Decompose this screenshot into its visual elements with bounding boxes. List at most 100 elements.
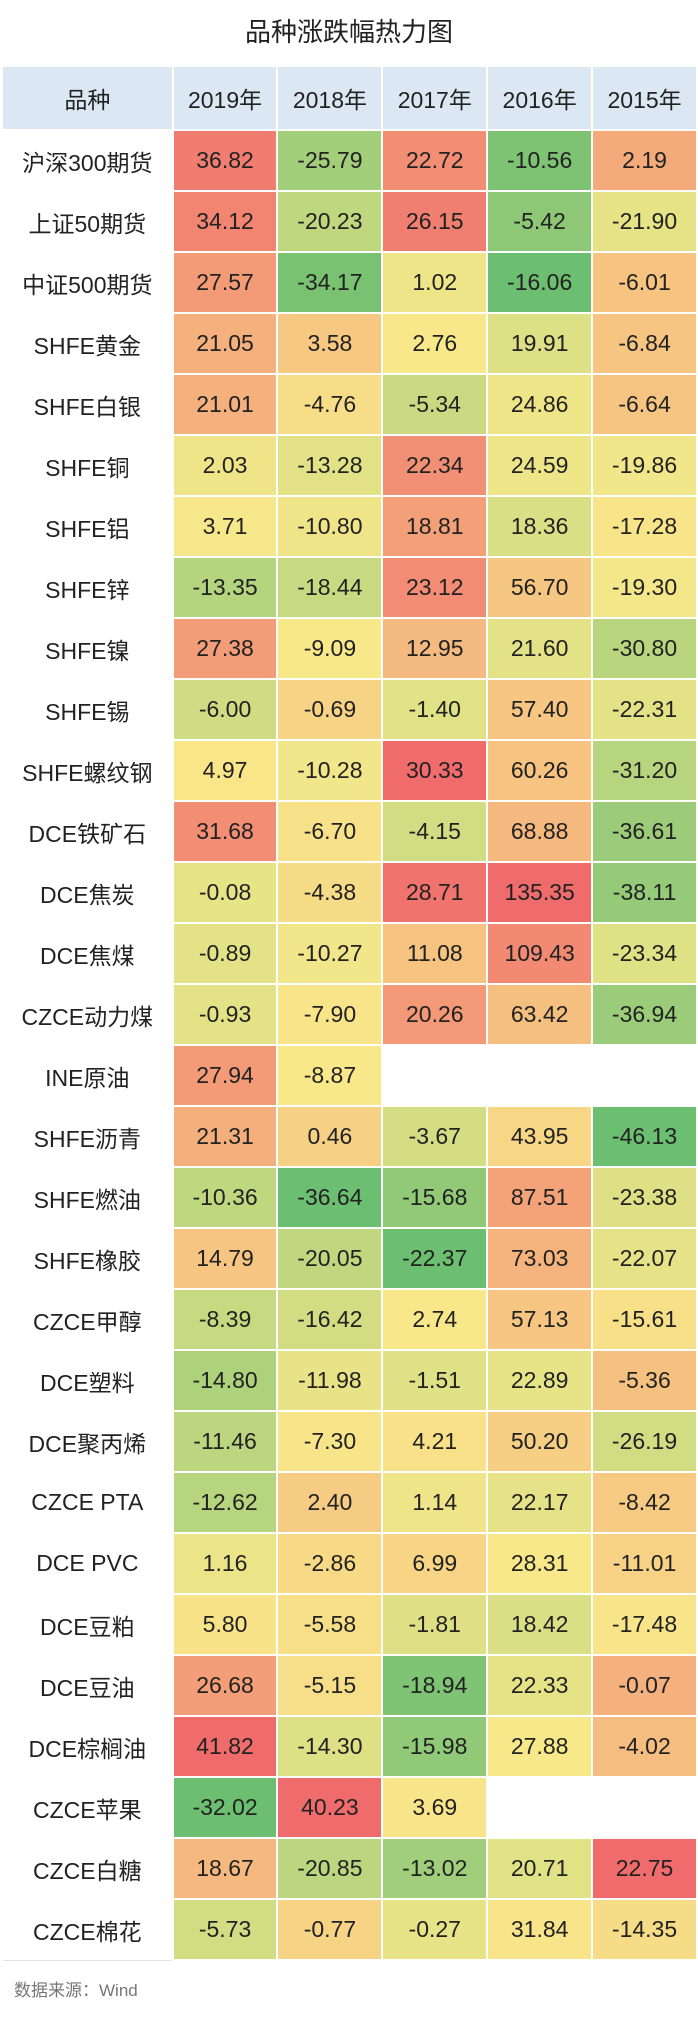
value-cell: -0.07 <box>591 1654 698 1717</box>
row: SHFE黄金 21.05 3.58 2.76 19.91 -6.84 <box>1 312 698 375</box>
row: CZCE动力煤 -0.93 -7.90 20.26 63.42 -36.94 <box>1 983 698 1046</box>
value-cell: -46.13 <box>591 1105 698 1168</box>
row: DCE塑料 -14.80 -11.98 -1.51 22.89 -5.36 <box>1 1349 698 1412</box>
value-cell: -15.98 <box>381 1715 489 1778</box>
value-cell: 20.26 <box>381 983 489 1046</box>
value-cell: -8.87 <box>276 1044 384 1107</box>
value-cell: -31.20 <box>591 739 698 802</box>
value-cell: -5.15 <box>276 1654 384 1717</box>
value-cell: 14.79 <box>171 1227 279 1290</box>
heatmap-table: 品种 2019年 2018年 2017年 2016年 2015年 沪深300期货 36.82… <box>1 65 698 1961</box>
row: DCE铁矿石 31.68 -6.70 -4.15 68.88 -36.61 <box>1 800 698 863</box>
row: CZCE苹果 -32.02 40.23 3.69 <box>1 1776 698 1839</box>
value-cell: -10.28 <box>276 739 384 802</box>
value-cell <box>591 1776 698 1839</box>
value-cell: -11.01 <box>591 1532 698 1595</box>
value-cell: 21.01 <box>171 373 279 436</box>
value-cell: -16.06 <box>486 251 594 314</box>
value-cell: 27.57 <box>171 251 279 314</box>
name-cell: SHFE黄金 <box>1 312 174 375</box>
value-cell: -11.98 <box>276 1349 384 1412</box>
row: DCE豆油 26.68 -5.15 -18.94 22.33 -0.07 <box>1 1654 698 1717</box>
header-cell: 2018年 <box>276 65 384 131</box>
name-cell: CZCE白糖 <box>1 1837 174 1900</box>
value-cell: -6.00 <box>171 678 279 741</box>
value-cell <box>381 1044 489 1107</box>
row: SHFE铜 2.03 -13.28 22.34 24.59 -19.86 <box>1 434 698 497</box>
row: SHFE燃油 -10.36 -36.64 -15.68 87.51 -23.38 <box>1 1166 698 1229</box>
value-cell: 23.12 <box>381 556 489 619</box>
name-cell: DCE塑料 <box>1 1349 174 1412</box>
value-cell: -3.67 <box>381 1105 489 1168</box>
row: CZCE白糖 18.67 -20.85 -13.02 20.71 22.75 <box>1 1837 698 1900</box>
value-cell: -8.39 <box>171 1288 279 1351</box>
value-cell: 2.19 <box>591 129 698 192</box>
value-cell: -8.42 <box>591 1471 698 1534</box>
value-cell: 68.88 <box>486 800 594 863</box>
row: 上证50期货 34.12 -20.23 26.15 -5.42 -21.90 <box>1 190 698 253</box>
value-cell: 31.68 <box>171 800 279 863</box>
value-cell: 109.43 <box>486 922 594 985</box>
value-cell: -6.70 <box>276 800 384 863</box>
row: DCE PVC 1.16 -2.86 6.99 28.31 -11.01 <box>1 1532 698 1595</box>
value-cell: 56.70 <box>486 556 594 619</box>
header-cell: 2016年 <box>486 65 594 131</box>
value-cell: 73.03 <box>486 1227 594 1290</box>
value-cell: -21.90 <box>591 190 698 253</box>
value-cell: -10.27 <box>276 922 384 985</box>
row: CZCE甲醇 -8.39 -16.42 2.74 57.13 -15.61 <box>1 1288 698 1351</box>
value-cell: -19.86 <box>591 434 698 497</box>
value-cell: -2.86 <box>276 1532 384 1595</box>
value-cell: 135.35 <box>486 861 594 924</box>
value-cell: -16.42 <box>276 1288 384 1351</box>
row: SHFE橡胶 14.79 -20.05 -22.37 73.03 -22.07 <box>1 1227 698 1290</box>
name-cell: 中证500期货 <box>1 251 174 314</box>
value-cell: -22.31 <box>591 678 698 741</box>
value-cell: -14.80 <box>171 1349 279 1412</box>
value-cell: 18.67 <box>171 1837 279 1900</box>
value-cell: -6.01 <box>591 251 698 314</box>
value-cell: 27.88 <box>486 1715 594 1778</box>
name-cell: SHFE螺纹钢 <box>1 739 174 802</box>
value-cell: 24.59 <box>486 434 594 497</box>
name-cell: CZCE苹果 <box>1 1776 174 1839</box>
value-cell: -14.30 <box>276 1715 384 1778</box>
name-cell: 沪深300期货 <box>1 129 174 192</box>
value-cell: -13.28 <box>276 434 384 497</box>
value-cell: 3.71 <box>171 495 279 558</box>
value-cell: 21.31 <box>171 1105 279 1168</box>
name-cell: DCE PVC <box>1 1532 174 1595</box>
value-cell: -17.28 <box>591 495 698 558</box>
name-cell: DCE铁矿石 <box>1 800 174 863</box>
row: DCE焦煤 -0.89 -10.27 11.08 109.43 -23.34 <box>1 922 698 985</box>
value-cell: -5.73 <box>171 1898 279 1961</box>
row: SHFE铝 3.71 -10.80 18.81 18.36 -17.28 <box>1 495 698 558</box>
value-cell: 22.33 <box>486 1654 594 1717</box>
value-cell: 2.40 <box>276 1471 384 1534</box>
value-cell: 43.95 <box>486 1105 594 1168</box>
name-cell: SHFE锡 <box>1 678 174 741</box>
value-cell: -10.56 <box>486 129 594 192</box>
value-cell: 36.82 <box>171 129 279 192</box>
value-cell: 31.84 <box>486 1898 594 1961</box>
value-cell: -20.23 <box>276 190 384 253</box>
value-cell: 22.75 <box>591 1837 698 1900</box>
value-cell: 3.69 <box>381 1776 489 1839</box>
value-cell: -5.58 <box>276 1593 384 1656</box>
value-cell: -32.02 <box>171 1776 279 1839</box>
value-cell: 5.80 <box>171 1593 279 1656</box>
title: 品种涨跌幅热力图 <box>244 17 453 47</box>
value-cell: -9.09 <box>276 617 384 680</box>
value-cell: -5.42 <box>486 190 594 253</box>
name-cell: SHFE橡胶 <box>1 1227 174 1290</box>
row: CZCE PTA -12.62 2.40 1.14 22.17 -8.42 <box>1 1471 698 1534</box>
name-cell: CZCE动力煤 <box>1 983 174 1046</box>
value-cell: 22.34 <box>381 434 489 497</box>
value-cell: -15.61 <box>591 1288 698 1351</box>
name-cell: CZCE棉花 <box>1 1898 174 1961</box>
value-cell: -20.85 <box>276 1837 384 1900</box>
value-cell: 57.40 <box>486 678 594 741</box>
row: DCE棕榈油 41.82 -14.30 -15.98 27.88 -4.02 <box>1 1715 698 1778</box>
row: SHFE沥青 21.31 0.46 -3.67 43.95 -46.13 <box>1 1105 698 1168</box>
value-cell: -10.80 <box>276 495 384 558</box>
